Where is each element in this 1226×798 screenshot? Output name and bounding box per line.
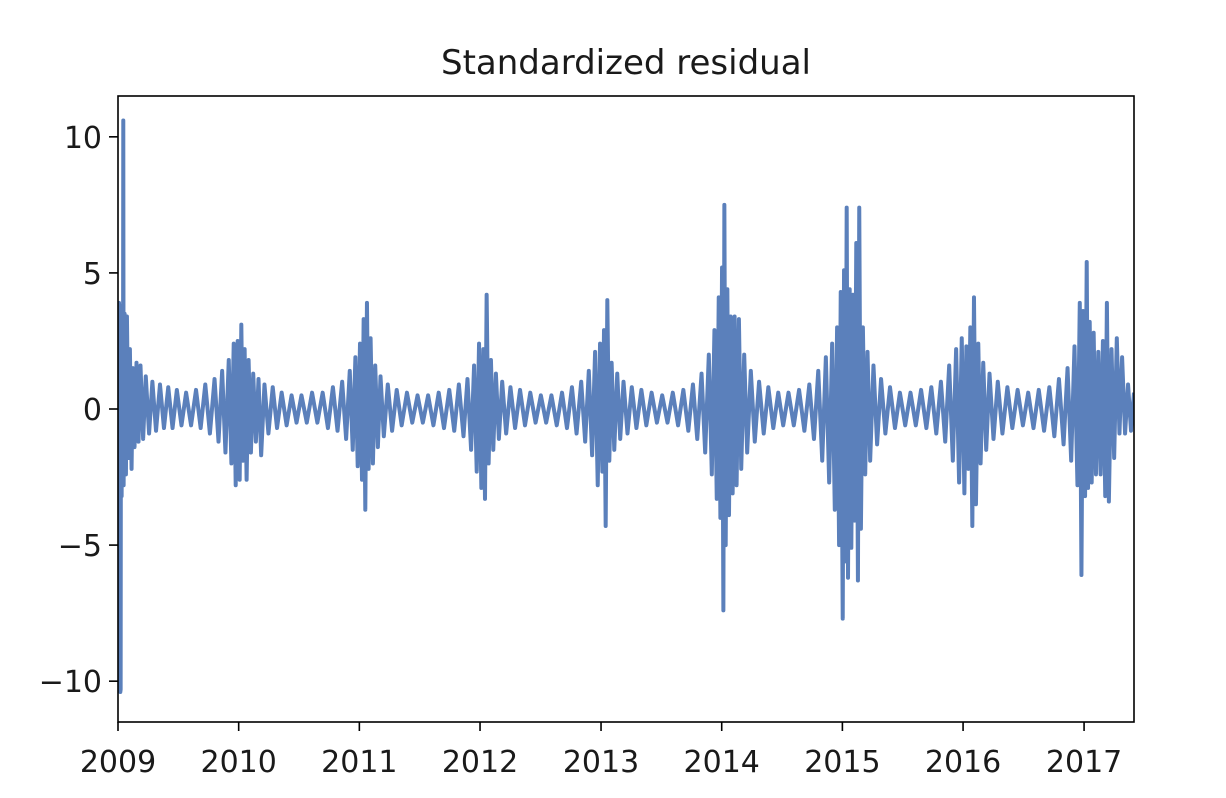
x-tick-label: 2012	[442, 745, 518, 780]
y-tick-label: 10	[64, 121, 102, 156]
chart-title: Standardized residual	[441, 43, 811, 83]
x-tick-label: 2015	[804, 745, 880, 780]
x-tick-label: 2017	[1046, 745, 1122, 780]
x-tick-label: 2013	[563, 745, 639, 780]
y-tick-label: −10	[39, 665, 102, 700]
y-tick-label: −5	[58, 529, 102, 564]
y-axis: 10 5 0 −5 −10	[39, 121, 118, 700]
y-tick-label: 5	[83, 257, 102, 292]
x-axis: 2009 2010 2011 2012 2013 2014 2015 2016 2017	[80, 722, 1122, 780]
x-tick-label: 2010	[200, 745, 276, 780]
y-tick-label: 0	[83, 393, 102, 428]
x-tick-label: 2014	[684, 745, 760, 780]
x-tick-label: 2016	[925, 745, 1001, 780]
x-tick-label: 2009	[80, 745, 156, 780]
plot-frame	[117, 95, 1135, 723]
series-line-0	[118, 118, 1134, 695]
x-tick-label: 2011	[321, 745, 397, 780]
plot-area	[118, 118, 1134, 695]
